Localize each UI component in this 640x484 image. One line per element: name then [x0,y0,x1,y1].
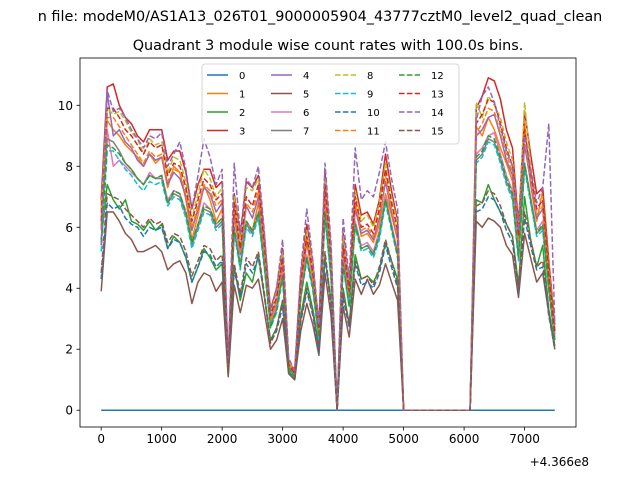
x-tick-label: 7000 [509,432,540,446]
legend-label-13: 13 [431,89,444,100]
series-line-5 [100,211,556,411]
legend-label-1: 1 [239,89,245,100]
series-line-1 [100,116,556,411]
legend-label-10: 10 [367,108,380,119]
legend-label-11: 11 [367,126,380,137]
figure-suptitle: n file: modeM0/AS1A13_026T01_9000005904_… [38,9,603,25]
legend-label-7: 7 [303,126,309,137]
legend-label-4: 4 [303,71,309,82]
legend-box [201,63,460,145]
axes-frame [79,57,577,428]
x-tick-label: 4000 [328,432,359,446]
legend-label-8: 8 [367,71,373,82]
legend-label-15: 15 [431,126,444,137]
legend-label-2: 2 [239,108,245,119]
y-tick-label: 4 [65,282,73,296]
x-tick-label: 3000 [267,432,298,446]
x-tick-label: 0 [97,432,105,446]
x-tick-label: 1000 [146,432,177,446]
x-offset-label: +4.366e8 [530,455,589,469]
legend-label-0: 0 [239,71,245,82]
series-line-15 [100,189,556,411]
y-tick-label: 0 [65,404,73,418]
legend-label-3: 3 [239,126,245,137]
series-line-8 [100,95,556,411]
x-tick-label: 2000 [207,432,238,446]
y-tick-label: 10 [58,99,73,113]
legend-label-5: 5 [303,89,309,100]
series-line-11 [100,107,556,411]
y-tick-label: 2 [65,343,73,357]
legend-label-14: 14 [431,108,444,119]
legend-label-9: 9 [367,89,373,100]
legend-label-6: 6 [303,108,309,119]
y-tick-label: 6 [65,221,73,235]
y-tick-label: 8 [65,160,73,174]
x-tick-label: 5000 [388,432,419,446]
axis-ticks: 0 1000 2000 3000 4000 5000 6000 7000 0 2 4 6 8 10 [58,99,540,446]
x-tick-label: 6000 [449,432,480,446]
legend-label-12: 12 [431,71,444,82]
series-line-12 [100,135,556,411]
plot-area [100,77,556,411]
chart-title: Quadrant 3 module wise count rates with … [133,38,524,54]
series-line-14 [100,86,556,411]
